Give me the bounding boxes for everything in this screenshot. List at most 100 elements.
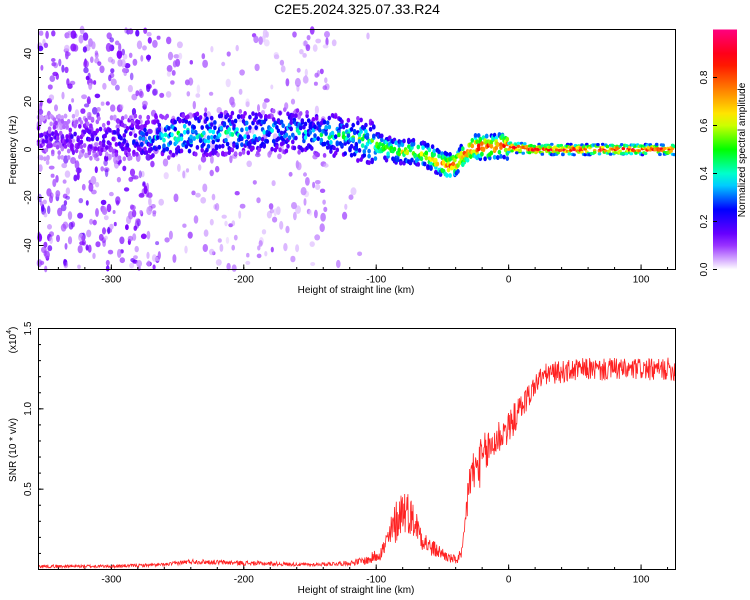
heat-cell xyxy=(122,139,127,144)
heat-cell xyxy=(182,129,187,135)
heat-cell xyxy=(78,123,82,129)
heat-cell xyxy=(230,110,235,116)
heat-cell xyxy=(234,191,240,196)
heat-cell xyxy=(121,48,125,56)
heat-cell xyxy=(239,69,245,76)
heat-cell xyxy=(109,191,114,197)
heat-cell xyxy=(46,188,52,197)
heat-cell xyxy=(194,115,198,121)
heat-cell xyxy=(162,148,166,153)
colorbar-label: Normalized spectral amplitude xyxy=(737,82,748,217)
heat-cell xyxy=(132,149,136,155)
heat-cell xyxy=(62,124,66,130)
heat-cell xyxy=(221,143,225,149)
heat-cell xyxy=(362,149,367,154)
heat-cell xyxy=(58,130,63,136)
heat-cell xyxy=(95,136,100,142)
heat-cell xyxy=(265,139,270,144)
heat-cell xyxy=(87,244,92,253)
heat-cell xyxy=(295,108,300,113)
heat-cell xyxy=(273,120,278,126)
heat-cell xyxy=(219,113,224,119)
heat-cell xyxy=(314,209,318,219)
heat-cell xyxy=(52,117,57,122)
heat-cell xyxy=(232,123,236,128)
heat-cell xyxy=(51,131,55,137)
heat-cell xyxy=(248,125,252,130)
heat-cell xyxy=(78,198,84,204)
heat-cell xyxy=(335,141,340,147)
heat-cell xyxy=(195,145,200,150)
heat-cell xyxy=(496,142,500,148)
heat-cell xyxy=(49,143,53,148)
heat-cell xyxy=(600,142,605,146)
heat-cell xyxy=(251,126,255,135)
heat-cell xyxy=(476,133,481,138)
heat-cell xyxy=(224,137,228,143)
heat-cell xyxy=(97,116,101,121)
heat-cell xyxy=(202,59,209,68)
heat-cell xyxy=(162,137,166,143)
heat-cell xyxy=(166,65,173,73)
heat-cell xyxy=(319,188,326,193)
heat-cell xyxy=(135,218,141,223)
heat-cell xyxy=(521,151,525,155)
heat-cell xyxy=(95,241,101,248)
heat-cell xyxy=(470,143,475,149)
heat-cell xyxy=(516,144,521,148)
heat-cell xyxy=(104,235,108,241)
heat-cell xyxy=(37,45,44,52)
heat-cell xyxy=(150,160,155,168)
heat-cell xyxy=(77,245,83,254)
heat-cell xyxy=(297,149,301,155)
heat-cell xyxy=(362,152,367,158)
heat-cell xyxy=(165,91,172,98)
heat-cell xyxy=(341,131,346,136)
heat-cell xyxy=(76,172,80,181)
heat-cell xyxy=(106,203,112,213)
heat-cell xyxy=(155,135,160,140)
heat-cell xyxy=(165,146,169,152)
heat-cell xyxy=(52,125,57,130)
heat-cell xyxy=(47,132,52,138)
heat-cell xyxy=(235,44,239,52)
heat-cell xyxy=(129,72,134,81)
spectrogram-y-tick-label: -40 xyxy=(23,238,34,253)
heat-cell xyxy=(232,143,236,149)
heat-cell xyxy=(546,148,551,152)
heat-cell xyxy=(178,52,183,60)
heat-cell xyxy=(367,153,371,159)
heat-cell xyxy=(146,206,152,216)
heat-cell xyxy=(492,154,497,160)
heat-cell xyxy=(117,248,122,258)
heat-cell xyxy=(143,185,148,195)
heat-cell xyxy=(284,148,289,154)
heat-cell xyxy=(437,149,441,155)
heat-cell xyxy=(128,131,133,137)
heat-cell xyxy=(122,165,127,172)
heat-cell xyxy=(143,127,147,133)
heat-cell xyxy=(324,77,328,84)
heat-cell xyxy=(627,145,632,149)
heat-cell xyxy=(87,129,92,135)
heat-cell xyxy=(70,157,77,164)
heat-cell xyxy=(194,151,198,157)
heat-cell xyxy=(116,50,123,59)
heat-cell xyxy=(312,44,318,52)
heat-cell xyxy=(303,198,307,206)
heat-cell xyxy=(324,131,328,136)
heat-cell xyxy=(481,146,486,152)
spectrogram-heatmap xyxy=(36,25,676,273)
snr-y-tick-label: 1.0 xyxy=(23,401,34,415)
heat-cell xyxy=(61,64,65,73)
heat-cell xyxy=(67,236,73,245)
heat-cell xyxy=(128,115,133,120)
heat-cell xyxy=(550,142,554,146)
heat-cell xyxy=(95,128,100,134)
heat-cell xyxy=(102,227,106,235)
heat-cell xyxy=(172,254,177,263)
heat-cell xyxy=(133,113,138,119)
spectrogram-x-tick-label: -300 xyxy=(101,275,121,286)
heat-cell xyxy=(360,143,365,149)
snr-x-tick-label: 0 xyxy=(506,575,512,586)
